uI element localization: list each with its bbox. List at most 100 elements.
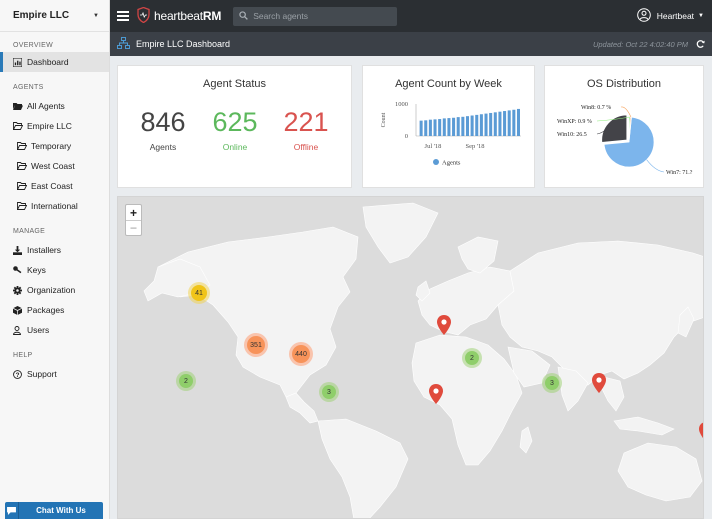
caret-down-icon: ▼ bbox=[698, 13, 704, 19]
stat-offline[interactable]: 221 Offline bbox=[271, 108, 341, 152]
sidebar-item-temporary[interactable]: Temporary bbox=[0, 136, 109, 156]
folder-open-icon bbox=[13, 102, 25, 110]
x-tick-label: Jul '18 bbox=[425, 143, 442, 150]
stat-offline-label: Offline bbox=[293, 142, 319, 152]
bar bbox=[428, 119, 432, 136]
sidebar-item-label: East Coast bbox=[31, 181, 73, 191]
sidebar-item-east-coast[interactable]: East Coast bbox=[0, 176, 109, 196]
map-cluster[interactable]: 3 bbox=[542, 373, 562, 393]
os-distribution-card: OS Distribution Win8: 0.7 % WinXP: 0.9 % W… bbox=[544, 65, 704, 188]
zoom-in-button[interactable]: + bbox=[129, 205, 137, 220]
chat-bubble-icon bbox=[5, 502, 19, 519]
agent-count-card: Agent Count by Week Count 1000 0 Jul '18 Sep… bbox=[362, 65, 535, 188]
map-cluster[interactable]: 3 bbox=[319, 382, 339, 402]
agent-status-card: Agent Status 846 Agents 625 Online 221 O… bbox=[117, 65, 352, 188]
cluster-count: 3 bbox=[322, 385, 336, 399]
bar bbox=[442, 118, 446, 136]
stat-agents[interactable]: 846 Agents bbox=[128, 108, 198, 152]
sidebar-item-organization[interactable]: Organization bbox=[0, 280, 109, 300]
map-marker-icon[interactable] bbox=[592, 373, 606, 393]
bar bbox=[493, 112, 497, 136]
brand-name: heartbeatRM bbox=[154, 9, 221, 23]
map-zoom-control: + − bbox=[125, 204, 142, 236]
bar bbox=[512, 109, 516, 136]
section-heading-help: HELP bbox=[13, 352, 33, 359]
section-heading-overview: OVERVIEW bbox=[13, 42, 54, 49]
brand-logo[interactable]: heartbeatRM bbox=[137, 6, 221, 25]
sidebar-item-users[interactable]: Users bbox=[0, 320, 109, 340]
y-axis-label: Count bbox=[381, 112, 387, 127]
bar bbox=[470, 115, 474, 136]
legend-marker bbox=[433, 159, 439, 165]
map-cluster[interactable]: 2 bbox=[462, 348, 482, 368]
cube-icon bbox=[13, 305, 25, 315]
chat-with-us-button[interactable]: Chat With Us bbox=[5, 502, 103, 519]
map-cluster[interactable]: 2 bbox=[176, 371, 196, 391]
cluster-count: 351 bbox=[247, 336, 265, 354]
section-heading-agents: AGENTS bbox=[13, 84, 44, 91]
sidebar-item-packages[interactable]: Packages bbox=[0, 300, 109, 320]
sidebar-item-label: West Coast bbox=[31, 161, 75, 171]
sidebar-item-empire-llc[interactable]: Empire LLC bbox=[0, 116, 109, 136]
bar bbox=[489, 112, 493, 136]
refresh-icon[interactable] bbox=[696, 39, 705, 51]
stat-agents-value: 846 bbox=[140, 107, 186, 137]
sidebar-item-label: International bbox=[31, 201, 78, 211]
stat-online[interactable]: 625 Online bbox=[200, 108, 270, 152]
card-title: Agent Count by Week bbox=[395, 78, 502, 90]
stat-agents-label: Agents bbox=[149, 142, 177, 152]
sidebar-item-support[interactable]: ? Support bbox=[0, 364, 109, 384]
y-tick-label: 1000 bbox=[395, 101, 408, 108]
map-cluster[interactable]: 351 bbox=[244, 333, 268, 357]
bar bbox=[424, 120, 428, 136]
network-icon bbox=[117, 37, 130, 51]
bar bbox=[433, 119, 437, 136]
card-title: OS Distribution bbox=[587, 78, 661, 90]
pie-label: Win7: 71.? bbox=[666, 170, 693, 176]
folder-open-outline-icon bbox=[17, 162, 29, 170]
gear-icon bbox=[13, 285, 25, 295]
agent-map[interactable]: + − 41 351 440 2 3 2 3 bbox=[117, 196, 704, 519]
sidebar-item-label: Dashboard bbox=[27, 57, 69, 67]
folder-open-outline-icon bbox=[13, 122, 25, 130]
sidebar-item-dashboard[interactable]: Dashboard bbox=[0, 52, 109, 72]
search-box[interactable] bbox=[233, 6, 398, 26]
bar bbox=[475, 114, 479, 136]
folder-open-outline-icon bbox=[17, 182, 29, 190]
cluster-count: 2 bbox=[465, 351, 479, 365]
folder-open-outline-icon bbox=[17, 202, 29, 210]
search-input[interactable] bbox=[253, 11, 394, 21]
os-pie-chart: Win8: 0.7 % WinXP: 0.9 % Win10: 26.5 Win7: … bbox=[557, 105, 693, 176]
zoom-out-button[interactable]: − bbox=[126, 220, 141, 235]
bar bbox=[438, 119, 442, 136]
org-name: Empire LLC bbox=[13, 10, 70, 21]
sidebar-item-west-coast[interactable]: West Coast bbox=[0, 156, 109, 176]
search-icon bbox=[239, 10, 249, 22]
top-navbar: heartbeatRM Heartbeat ▼ bbox=[110, 0, 712, 32]
map-cluster[interactable]: 41 bbox=[188, 282, 210, 304]
map-marker-icon[interactable] bbox=[699, 422, 704, 442]
download-icon bbox=[13, 245, 25, 255]
map-marker-icon[interactable] bbox=[429, 384, 443, 404]
sidebar-item-international[interactable]: International bbox=[0, 196, 109, 216]
sidebar-item-label: Temporary bbox=[31, 141, 72, 151]
user-menu[interactable]: Heartbeat ▼ bbox=[636, 0, 704, 32]
org-switcher[interactable]: Empire LLC ▼ bbox=[0, 0, 109, 32]
dashboard-header: Empire LLC Dashboard Updated: Oct 22 4:0… bbox=[110, 32, 712, 56]
cluster-count: 2 bbox=[179, 374, 193, 388]
pie-connector bbox=[646, 159, 665, 173]
folder-open-outline-icon bbox=[17, 142, 29, 150]
sidebar-item-all-agents[interactable]: All Agents bbox=[0, 96, 109, 116]
sidebar-item-installers[interactable]: Installers bbox=[0, 240, 109, 260]
map-marker-icon[interactable] bbox=[437, 315, 451, 335]
y-tick-label: 0 bbox=[405, 133, 408, 140]
sidebar-item-keys[interactable]: Keys bbox=[0, 260, 109, 280]
brand-name-light: heartbeat bbox=[154, 9, 203, 23]
map-cluster[interactable]: 440 bbox=[289, 342, 313, 366]
sidebar-item-label: Support bbox=[27, 369, 57, 379]
menu-icon[interactable] bbox=[117, 11, 129, 21]
last-updated-text: Updated: Oct 22 4:02:40 PM bbox=[592, 39, 688, 49]
section-heading-manage: MANAGE bbox=[13, 228, 46, 235]
user-avatar-icon bbox=[636, 8, 651, 24]
chat-button-label: Chat With Us bbox=[36, 506, 86, 515]
